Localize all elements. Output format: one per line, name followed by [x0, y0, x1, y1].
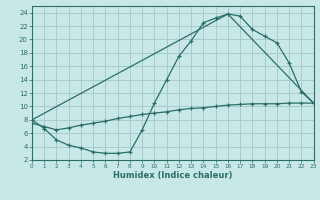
- X-axis label: Humidex (Indice chaleur): Humidex (Indice chaleur): [113, 171, 233, 180]
